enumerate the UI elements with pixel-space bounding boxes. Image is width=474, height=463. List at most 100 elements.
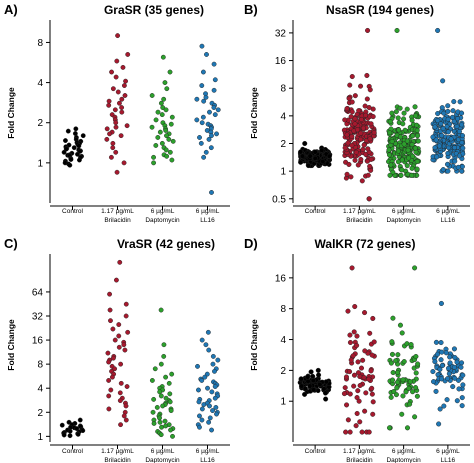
data-point	[167, 149, 173, 155]
data-point	[164, 86, 170, 92]
data-point	[345, 417, 351, 423]
data-point	[365, 27, 371, 34]
data-point	[366, 376, 372, 382]
data-point	[454, 359, 460, 365]
data-point	[117, 100, 122, 106]
panel-letter: B)	[244, 2, 258, 17]
data-point	[197, 135, 202, 140]
chart-panel-2: B) NsaSR (194 genes) Fold Change 0.5 1 2 4 8 16 3…	[244, 2, 470, 224]
data-point	[357, 419, 363, 425]
data-point	[215, 107, 221, 113]
data-point	[206, 419, 212, 425]
data-point	[352, 93, 358, 99]
data-point	[307, 153, 313, 159]
data-point	[401, 110, 407, 116]
data-point	[153, 117, 159, 123]
data-point	[388, 162, 394, 168]
data-point	[151, 421, 157, 426]
data-point	[163, 374, 169, 380]
data-point	[352, 157, 358, 163]
data-point	[106, 98, 112, 104]
data-point	[151, 154, 156, 160]
data-point	[115, 33, 121, 39]
data-point	[349, 142, 355, 148]
data-point	[404, 106, 410, 112]
data-point	[109, 374, 115, 380]
y-tick-label: 1	[37, 432, 43, 443]
data-point	[460, 145, 466, 151]
x-tick-label: Control	[62, 208, 84, 215]
data-point	[452, 158, 458, 164]
data-point	[116, 322, 122, 327]
data-point	[455, 116, 461, 122]
data-point	[308, 369, 314, 375]
data-point	[459, 133, 465, 139]
data-point	[347, 391, 353, 397]
data-point	[457, 99, 463, 105]
data-point	[204, 52, 209, 57]
data-point	[196, 387, 201, 393]
data-point	[168, 408, 174, 414]
data-point	[201, 98, 207, 104]
data-point	[371, 339, 377, 345]
data-point	[210, 353, 216, 359]
data-point	[445, 108, 451, 114]
data-point	[351, 329, 357, 335]
data-point	[400, 393, 406, 399]
data-point	[196, 399, 202, 405]
data-point	[389, 377, 396, 383]
data-point	[438, 357, 444, 363]
x-tick-label: 1.17 µg/mL	[343, 448, 376, 455]
data-point	[106, 102, 112, 108]
data-point	[432, 359, 438, 365]
data-point	[368, 368, 374, 374]
data-point	[409, 117, 415, 123]
data-point	[212, 368, 217, 374]
data-point	[117, 398, 123, 404]
data-point	[170, 138, 176, 144]
data-point	[438, 340, 444, 346]
data-point	[209, 133, 214, 139]
data-point	[408, 342, 414, 348]
y-tick-label: 2	[280, 139, 286, 150]
y-tick-label: 0.5	[272, 194, 286, 205]
data-point	[439, 132, 445, 138]
data-point	[440, 167, 446, 173]
data-point	[201, 154, 207, 160]
data-point	[110, 355, 116, 361]
data-point	[310, 377, 316, 384]
data-point	[206, 347, 212, 353]
data-point	[65, 128, 71, 134]
x-tick-label: LL16	[441, 217, 456, 224]
data-point	[397, 322, 403, 328]
data-point	[348, 114, 354, 120]
data-point	[358, 136, 364, 142]
data-point	[168, 427, 173, 433]
y-tick-label: 32	[275, 28, 287, 39]
data-point	[413, 113, 419, 119]
x-tick-label: 6 µg/mL	[392, 448, 416, 455]
data-point	[312, 149, 318, 155]
data-point	[322, 390, 328, 396]
data-point	[158, 100, 164, 106]
y-tick-label: 4	[37, 384, 43, 395]
x-tick-label: Control	[305, 448, 327, 455]
data-point	[430, 369, 436, 375]
data-point	[445, 116, 451, 122]
data-point	[438, 300, 444, 306]
data-point	[302, 386, 308, 392]
data-point	[118, 380, 124, 386]
data-point	[110, 86, 116, 92]
data-point	[451, 364, 457, 370]
data-point	[399, 167, 405, 173]
data-point	[151, 396, 157, 402]
data-point	[299, 153, 306, 159]
y-axis-label: Fold Change	[6, 87, 16, 139]
data-point	[67, 433, 73, 439]
data-point	[409, 142, 415, 148]
data-point	[445, 168, 451, 174]
data-point	[343, 429, 349, 435]
data-point	[439, 105, 445, 111]
data-point	[358, 116, 364, 122]
data-point	[460, 372, 466, 378]
